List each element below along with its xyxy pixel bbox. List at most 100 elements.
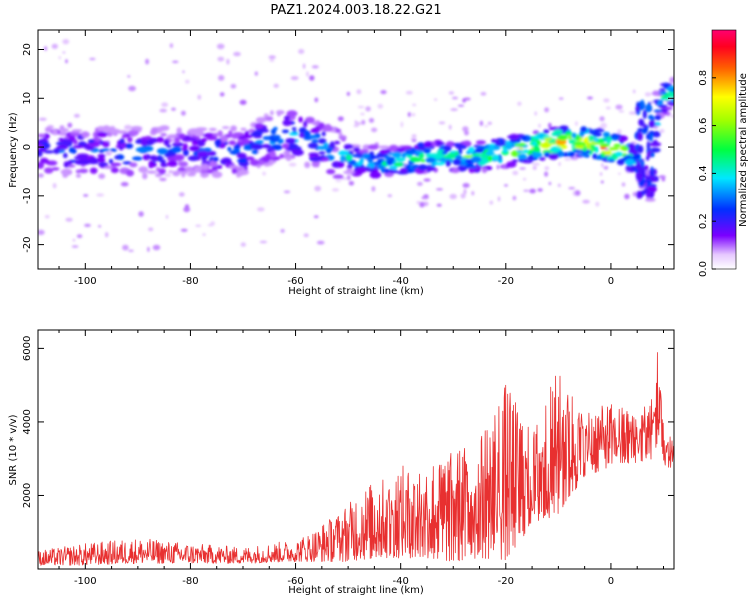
- heatmap-cell: [208, 127, 217, 132]
- heatmap-cell: [557, 183, 561, 187]
- x-tick-label: -20: [498, 576, 514, 587]
- heatmap-cell: [304, 161, 311, 168]
- heatmap-cell: [627, 143, 636, 150]
- heatmap-cell: [122, 244, 129, 251]
- heatmap-cell: [160, 163, 168, 168]
- colorbar-tick-label: 0.8: [698, 70, 709, 86]
- heatmap-cell: [405, 149, 416, 155]
- heatmap-cell: [418, 164, 428, 171]
- heatmap-cell: [551, 132, 558, 136]
- heatmap-cell: [56, 145, 68, 150]
- heatmap-cell: [211, 171, 223, 179]
- heatmap-blobs: [38, 39, 674, 252]
- heatmap-cell: [195, 224, 202, 227]
- heatmap-cell: [159, 108, 167, 113]
- heatmap-cell: [574, 190, 581, 196]
- heatmap-cell: [584, 136, 589, 143]
- heatmap-cell: [379, 149, 390, 154]
- heatmap-cell: [635, 173, 643, 182]
- heatmap-cell: [347, 161, 356, 166]
- heatmap-cell: [405, 90, 413, 95]
- heatmap-cell: [395, 157, 406, 162]
- heatmap-cell: [44, 167, 54, 174]
- heatmap-cell: [98, 225, 101, 228]
- heatmap-cell: [423, 178, 431, 182]
- heatmap-cell: [480, 92, 487, 96]
- heatmap-cell: [44, 215, 50, 219]
- heatmap-cell: [460, 193, 466, 199]
- heatmap-cell: [514, 143, 526, 147]
- heatmap-cell: [263, 113, 269, 118]
- heatmap-cell: [448, 124, 452, 130]
- heatmap-cell: [201, 133, 213, 137]
- heatmap-cell: [171, 142, 184, 147]
- heatmap-cell: [611, 135, 621, 141]
- heatmap-cell: [217, 56, 225, 62]
- spectrogram-frame: [37, 29, 675, 270]
- heatmap-cell: [65, 217, 73, 222]
- heatmap-cell: [311, 139, 320, 143]
- heatmap-cell: [89, 57, 96, 61]
- heatmap-cell: [384, 168, 390, 174]
- heatmap-cell: [221, 157, 232, 165]
- heatmap-cell: [282, 143, 290, 149]
- heatmap-cell: [51, 167, 60, 171]
- heatmap-cell: [337, 116, 344, 122]
- heatmap-cell: [337, 150, 350, 156]
- heatmap-cell: [197, 94, 202, 100]
- heatmap-cell: [421, 196, 429, 200]
- heatmap-cell: [129, 162, 138, 168]
- heatmap-cell: [568, 135, 573, 140]
- heatmap-cell: [272, 134, 281, 140]
- heatmap-cell: [595, 201, 600, 207]
- heatmap-cell: [534, 111, 537, 116]
- heatmap-cell: [38, 150, 43, 157]
- heatmap-cell: [487, 146, 495, 152]
- heatmap-cell: [280, 229, 285, 233]
- heatmap-cell: [425, 157, 436, 163]
- heatmap-cell: [303, 130, 311, 138]
- heatmap-cell: [587, 135, 594, 142]
- heatmap-cell: [615, 151, 623, 157]
- heatmap-cell: [410, 137, 417, 141]
- heatmap-cell: [592, 132, 602, 137]
- heatmap-cell: [516, 149, 524, 153]
- heatmap-cell: [532, 162, 540, 166]
- heatmap-cell: [603, 166, 609, 170]
- heatmap-cell: [38, 161, 45, 169]
- heatmap-cell: [418, 152, 425, 159]
- heatmap-cell: [159, 177, 167, 182]
- heatmap-cell: [96, 193, 105, 197]
- heatmap-cell: [76, 234, 83, 239]
- heatmap-cell: [87, 139, 95, 144]
- heatmap-cell: [639, 118, 643, 127]
- heatmap-cell: [463, 188, 467, 195]
- heatmap-cell: [178, 161, 189, 168]
- heatmap-cell: [462, 126, 469, 132]
- heatmap-cell: [603, 98, 610, 103]
- heatmap-cell: [470, 153, 482, 157]
- heatmap-cell: [38, 173, 44, 178]
- heatmap-cell: [302, 63, 306, 69]
- heatmap-cell: [497, 196, 501, 202]
- heatmap-cell: [539, 157, 546, 161]
- y-tick-label: 20: [22, 43, 33, 56]
- heatmap-cell: [495, 140, 500, 144]
- heatmap-cell: [60, 140, 71, 146]
- heatmap-cell: [544, 151, 551, 158]
- heatmap-cell: [358, 149, 369, 154]
- heatmap-cell: [377, 103, 384, 109]
- heatmap-cell: [600, 122, 607, 129]
- heatmap-cell: [670, 114, 674, 118]
- heatmap-cell: [96, 157, 106, 163]
- heatmap-cell: [367, 144, 379, 150]
- heatmap-cell: [417, 181, 423, 186]
- heatmap-cell: [368, 118, 375, 123]
- heatmap-cell: [434, 142, 446, 146]
- colorbar-tick-label: 0.0: [698, 261, 709, 277]
- heatmap-cell: [637, 165, 644, 174]
- heatmap-cell: [148, 163, 154, 169]
- heatmap-cell: [254, 123, 264, 129]
- heatmap-cell: [240, 127, 247, 131]
- heatmap-cell: [544, 171, 549, 177]
